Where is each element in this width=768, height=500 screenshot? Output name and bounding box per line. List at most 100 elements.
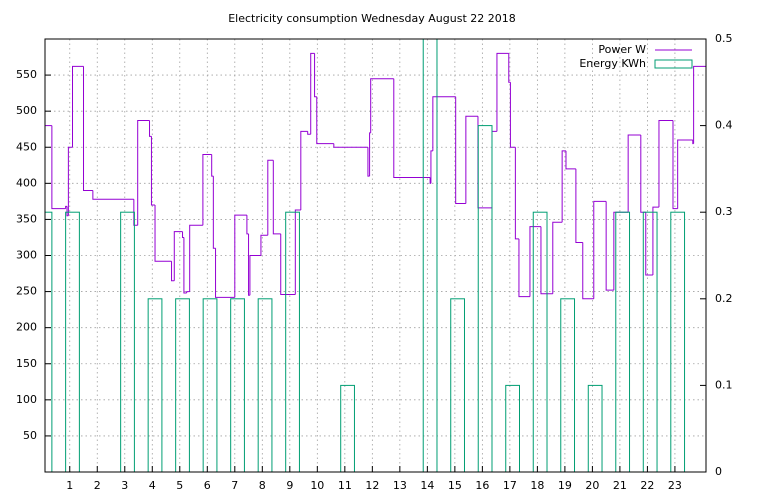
y2-tick-label: 0.3	[715, 205, 733, 218]
energy-box	[147, 298, 163, 472]
energy-box	[175, 298, 190, 472]
x-tick-label: 12	[365, 479, 379, 492]
y2-tick-label: 0.2	[715, 292, 733, 305]
power-step	[491, 130, 497, 208]
x-tick-label: 2	[94, 479, 101, 492]
power-step	[509, 82, 516, 148]
power-step	[627, 134, 641, 213]
power-step	[575, 168, 583, 244]
y-tick-label: 350	[16, 212, 37, 225]
power-step	[67, 146, 73, 216]
labels: 50 100 150 200 250 300 350 400 450 500 550 0 0.1 0.2 0…	[16, 32, 733, 492]
energy-box	[230, 298, 245, 472]
power-step	[234, 214, 247, 298]
power-step	[605, 201, 614, 291]
energy-box	[120, 211, 135, 472]
power-step	[369, 132, 371, 177]
y-tick-label: 100	[16, 393, 37, 406]
legend-swatch	[654, 59, 693, 69]
y2-tick-label: 0.1	[715, 378, 733, 391]
power-step	[92, 190, 134, 200]
x-tick-label: 23	[668, 479, 682, 492]
power-step	[658, 120, 673, 208]
x-tick-label: 4	[149, 479, 156, 492]
y-tick-label: 200	[16, 321, 37, 334]
power-step	[72, 65, 84, 148]
power-step	[561, 150, 566, 223]
grid	[45, 38, 706, 473]
power-step	[272, 160, 281, 235]
power-step	[310, 52, 315, 135]
x-tick-label: 15	[448, 479, 462, 492]
energy-box	[65, 211, 80, 472]
power-step	[246, 215, 249, 235]
x-tick-label: 20	[585, 479, 599, 492]
y-tick-label: 300	[16, 249, 37, 262]
power-step	[432, 96, 456, 151]
power-step	[215, 248, 235, 298]
power-step	[565, 150, 576, 170]
x-tick-label: 22	[640, 479, 654, 492]
x-tick-label: 7	[231, 479, 238, 492]
y-tick-label: 50	[23, 429, 37, 442]
x-tick-label: 5	[176, 479, 183, 492]
power-step	[430, 150, 433, 184]
energy-box	[285, 211, 300, 472]
power-step	[294, 209, 301, 295]
power-step	[248, 233, 250, 296]
x-tick-label: 9	[286, 479, 293, 492]
power-step	[333, 143, 368, 148]
power-step	[171, 261, 175, 282]
power-step	[173, 231, 183, 281]
power-step	[249, 255, 261, 296]
x-tick-label: 6	[204, 479, 211, 492]
power-step	[316, 96, 334, 145]
y-tick-label: 550	[16, 68, 37, 81]
power-step	[582, 242, 594, 300]
x-tick-label: 10	[310, 479, 324, 492]
power-step	[150, 136, 156, 206]
power-step	[645, 212, 653, 276]
power-step	[640, 134, 646, 213]
power-step	[300, 130, 308, 211]
power-step	[672, 120, 678, 210]
power-step	[202, 153, 212, 226]
y2-tick-label: 0	[715, 465, 722, 478]
x-tick-label: 1	[66, 479, 73, 492]
energy-box	[340, 384, 355, 472]
energy-box	[615, 211, 631, 472]
legend-label: Power W	[598, 43, 646, 56]
power-step	[137, 120, 150, 226]
legend-label: Energy KWh	[579, 57, 646, 70]
energy-box	[477, 125, 493, 472]
power-step	[211, 154, 214, 177]
energy-box	[670, 211, 686, 472]
power-step	[652, 206, 659, 275]
y2-tick-label: 0.5	[715, 32, 733, 45]
x-tick-label: 16	[475, 479, 489, 492]
power-step	[133, 199, 138, 226]
power-step	[496, 52, 509, 132]
y2-tick-label: 0.4	[715, 119, 733, 132]
power-step	[677, 139, 693, 209]
power-step	[149, 120, 152, 137]
x-tick-label: 21	[613, 479, 627, 492]
x-tick-label: 8	[259, 479, 266, 492]
power-step	[307, 131, 311, 135]
power-step	[552, 221, 563, 294]
power-step	[367, 147, 370, 177]
x-tick-label: 19	[558, 479, 572, 492]
energy-box	[587, 384, 603, 472]
energy-box	[560, 298, 576, 472]
energy-box	[450, 298, 465, 472]
power-step	[465, 115, 478, 204]
power-step	[692, 140, 694, 145]
power-step	[540, 226, 553, 295]
chart-title: Electricity consumption Wednesday August…	[228, 12, 516, 25]
y-tick-label: 150	[16, 357, 37, 370]
power-step	[189, 224, 203, 292]
power-step	[183, 237, 187, 294]
power-step	[518, 238, 530, 298]
power-step	[182, 231, 184, 238]
